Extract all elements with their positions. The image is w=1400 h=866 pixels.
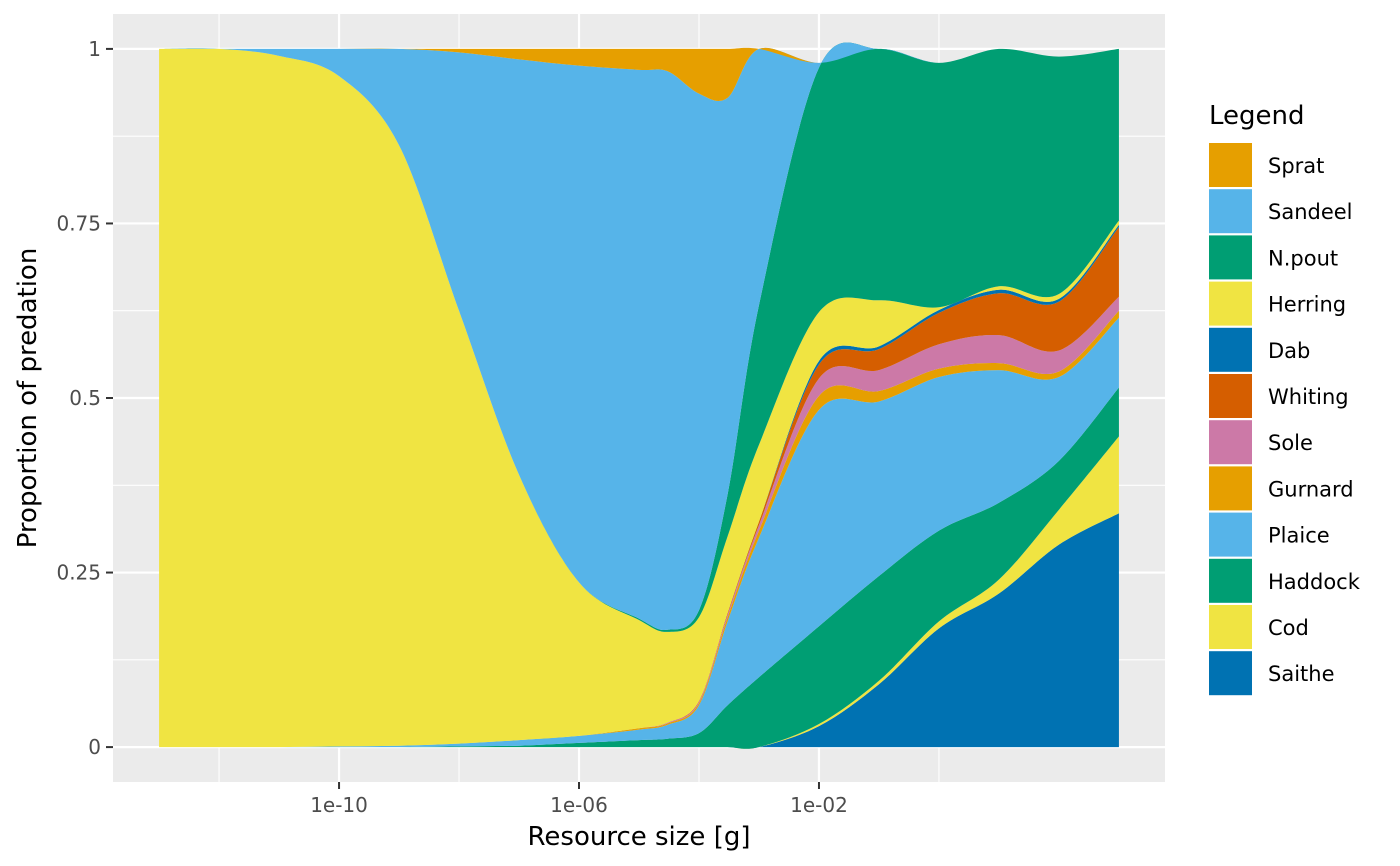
legend-swatch-gurnard	[1209, 466, 1252, 511]
legend-swatch-herring	[1209, 281, 1252, 326]
area-haddock	[159, 387, 1119, 749]
legend-label-n-pout: N.pout	[1268, 246, 1338, 270]
legend-swatch-n-pout	[1209, 235, 1252, 280]
legend-title: Legend	[1209, 101, 1305, 131]
y-tick-label: 1	[88, 37, 101, 61]
y-axis-title: Proportion of predation	[13, 248, 43, 549]
legend: Legend Sprat Sandeel N.pout Herring Dab Whiti…	[1209, 101, 1361, 696]
legend-swatch-haddock	[1209, 558, 1252, 603]
legend-swatch-plaice	[1209, 512, 1252, 557]
area-herring	[159, 48, 1119, 748]
area-plaice	[159, 317, 1119, 748]
legend-label-herring: Herring	[1268, 293, 1346, 317]
area-n-pout	[159, 42, 1119, 632]
axes: 0 0.25 0.5 0.75 1 1e-10 1e-06 1e-02	[56, 37, 847, 817]
legend-label-sprat: Sprat	[1268, 154, 1324, 178]
y-tick-label: 0.75	[56, 211, 101, 235]
x-tick-label: 1e-10	[310, 793, 368, 817]
legend-label-sandeel: Sandeel	[1268, 200, 1353, 224]
legend-swatch-sandeel	[1209, 189, 1252, 234]
area-sandeel	[159, 42, 1119, 631]
y-tick-label: 0.25	[56, 561, 101, 585]
legend-label-cod: Cod	[1268, 616, 1309, 640]
y-tick-label: 0.5	[69, 386, 101, 410]
legend-label-saithe: Saithe	[1268, 662, 1335, 686]
legend-label-dab: Dab	[1268, 339, 1310, 363]
legend-swatch-sole	[1209, 420, 1252, 465]
x-axis-title: Resource size [g]	[528, 822, 751, 852]
legend-swatch-whiting	[1209, 374, 1252, 418]
x-tick-label: 1e-02	[790, 793, 848, 817]
y-tick-label: 0	[88, 735, 101, 759]
legend-label-whiting: Whiting	[1268, 385, 1349, 409]
legend-label-haddock: Haddock	[1268, 570, 1361, 594]
legend-swatch-sprat	[1209, 143, 1252, 187]
legend-swatch-dab	[1209, 327, 1252, 372]
legend-label-sole: Sole	[1268, 431, 1313, 455]
area-whiting	[159, 226, 1119, 748]
legend-swatch-cod	[1209, 605, 1252, 649]
legend-swatch-saithe	[1209, 651, 1252, 696]
area-saithe	[159, 513, 1119, 749]
x-tick-label: 1e-06	[550, 793, 608, 817]
legend-label-plaice: Plaice	[1268, 524, 1330, 548]
legend-label-gurnard: Gurnard	[1268, 477, 1354, 501]
area-series-group	[159, 42, 1119, 749]
area-sprat	[159, 47, 1119, 101]
legend-items: Sprat Sandeel N.pout Herring Dab Whiting Sole G…	[1209, 143, 1361, 696]
